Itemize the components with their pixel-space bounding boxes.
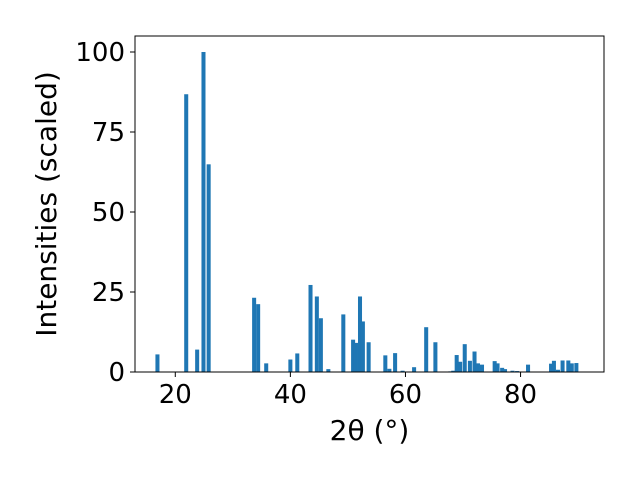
bar (295, 353, 300, 372)
bar (314, 296, 319, 372)
bar (264, 363, 269, 372)
x-tick-label: 40 (274, 380, 307, 410)
y-axis-ticks: 0 25 50 75 100 (75, 38, 135, 388)
bar (288, 359, 293, 372)
bar (560, 360, 565, 372)
bar (360, 321, 365, 372)
bar (569, 363, 574, 372)
bar (341, 314, 346, 372)
bar (526, 364, 531, 372)
bar (393, 353, 398, 372)
y-tick-label: 100 (75, 38, 125, 68)
bar (510, 370, 515, 372)
bar (551, 360, 556, 372)
x-tick-label: 60 (389, 380, 422, 410)
bar (566, 360, 571, 372)
bar (467, 360, 472, 372)
bar (400, 370, 405, 372)
bar (366, 342, 371, 372)
bar (155, 354, 160, 372)
bar (318, 318, 323, 372)
bar (383, 355, 388, 372)
bar (555, 369, 560, 372)
bar (353, 342, 358, 372)
bar (458, 361, 463, 372)
bar (574, 363, 579, 372)
x-tick-label: 80 (504, 380, 537, 410)
bar (195, 349, 200, 372)
y-tick-label: 50 (92, 198, 125, 228)
bar (479, 364, 485, 372)
bar (357, 296, 363, 372)
bar (495, 363, 500, 372)
bar (424, 327, 429, 372)
y-tick-label: 75 (92, 118, 125, 148)
y-tick-label: 25 (92, 278, 125, 308)
bar (308, 284, 313, 372)
x-axis-ticks: 20 40 60 80 (159, 372, 537, 410)
plot-frame (134, 35, 605, 373)
bar (252, 297, 257, 372)
bar (412, 367, 417, 372)
bar (454, 355, 459, 372)
bar (256, 304, 261, 372)
bar (326, 369, 331, 372)
x-axis-label: 2θ (°) (330, 414, 410, 447)
y-tick-label: 0 (108, 358, 125, 388)
bar (492, 361, 497, 372)
bar (206, 164, 211, 372)
bar (351, 339, 356, 372)
bar (500, 367, 505, 372)
bar (472, 351, 477, 372)
bar (387, 368, 392, 372)
bars-group (155, 52, 579, 373)
bar (503, 369, 508, 372)
bar (451, 370, 456, 372)
bar (549, 363, 554, 372)
x-tick-label: 20 (159, 380, 192, 410)
bar (433, 342, 438, 372)
bar (475, 363, 480, 372)
y-axis-label: Intensities (scaled) (30, 71, 63, 337)
bar (462, 344, 467, 372)
bar (184, 94, 189, 373)
bar (201, 52, 206, 372)
